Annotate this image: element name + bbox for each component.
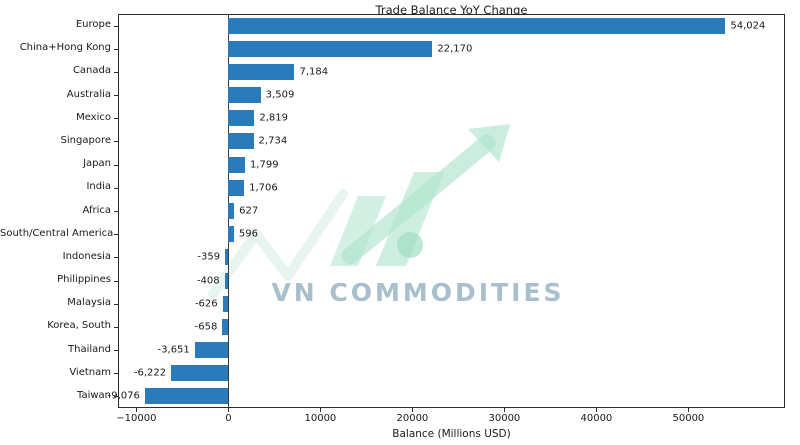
y-tick-mark (114, 141, 118, 143)
bar (228, 133, 254, 150)
x-tick-mark (596, 408, 598, 412)
bar-value-label: 7,184 (299, 66, 329, 78)
y-tick-label: India (86, 181, 111, 193)
bar (228, 110, 255, 127)
bar (225, 249, 229, 266)
y-tick-mark (114, 95, 118, 97)
bar-value-label: 627 (239, 205, 259, 217)
y-tick-mark (114, 396, 118, 398)
x-tick-label: 0 (225, 413, 232, 424)
chart-title: Trade Balance YoY Change (375, 3, 528, 17)
bar-value-label: 22,170 (437, 43, 473, 55)
bar-value-label: 1,706 (249, 182, 278, 194)
y-tick-mark (114, 280, 118, 282)
y-tick-mark (114, 118, 118, 120)
x-tick-mark (688, 408, 690, 412)
bar (228, 156, 245, 173)
x-tick-label: 20000 (396, 413, 429, 424)
y-tick-mark (114, 326, 118, 328)
y-tick-label: China+Hong Kong (19, 42, 111, 54)
y-tick-mark (114, 187, 118, 189)
y-tick-mark (114, 48, 118, 50)
y-tick-mark (114, 234, 118, 236)
x-tick-mark (228, 408, 230, 412)
y-tick-label: Korea, South (47, 320, 111, 332)
bar (228, 87, 261, 104)
bar (228, 17, 726, 34)
bar (222, 318, 229, 335)
bar (144, 388, 229, 405)
y-tick-label: Australia (66, 88, 111, 100)
bar (228, 226, 234, 243)
x-tick-label: 50000 (672, 413, 705, 424)
bar-value-label: 596 (238, 228, 258, 240)
bar-value-label: 54,024 (730, 20, 766, 32)
x-tick-mark (412, 408, 414, 412)
x-tick-label: −10000 (116, 413, 157, 424)
bar-value-label: -359 (197, 251, 221, 263)
y-tick-label: Singapore (60, 134, 111, 146)
bar-value-label: -408 (196, 275, 220, 287)
bar-value-label: -3,651 (157, 344, 190, 356)
y-tick-label: Thailand (68, 343, 111, 355)
y-tick-label: Canada (72, 65, 111, 77)
x-tick-mark (320, 408, 322, 412)
bar (228, 203, 235, 219)
bar-value-label: -9,076 (107, 390, 140, 402)
x-tick-label: 10000 (304, 413, 337, 424)
y-tick-mark (114, 373, 118, 375)
bar (194, 342, 229, 359)
x-axis-label: Balance (Millions USD) (392, 428, 511, 440)
bar (224, 272, 229, 289)
y-tick-label: Japan (83, 158, 111, 170)
bar-value-label: -626 (194, 298, 218, 310)
y-tick-mark (114, 350, 118, 352)
y-tick-mark (114, 164, 118, 166)
bar (228, 63, 295, 80)
y-tick-label: Mexico (76, 111, 111, 123)
y-tick-label: Indonesia (62, 250, 111, 262)
y-tick-mark (114, 303, 118, 305)
bar-value-label: -6,222 (133, 367, 167, 379)
y-tick-label: Europe (75, 19, 111, 31)
bar (228, 179, 245, 196)
bar (171, 365, 229, 382)
y-tick-label: Vietnam (69, 366, 111, 378)
x-tick-mark (136, 408, 138, 412)
bar-value-label: -658 (194, 321, 218, 333)
x-tick-label: 30000 (488, 413, 521, 424)
x-tick-mark (504, 408, 506, 412)
y-tick-mark (114, 257, 118, 259)
y-tick-label: Taiwan (76, 389, 111, 401)
bar-value-label: 2,819 (259, 112, 288, 124)
x-tick-label: 40000 (580, 413, 613, 424)
y-tick-mark (114, 25, 118, 27)
bar (222, 295, 229, 312)
y-tick-label: Africa (82, 204, 111, 216)
bar-value-label: 2,734 (258, 135, 288, 147)
y-tick-mark (114, 211, 118, 212)
bar (228, 40, 433, 57)
y-tick-label: Philippines (57, 274, 111, 286)
y-tick-mark (114, 71, 118, 73)
y-tick-label: South/Central America (0, 227, 114, 239)
bar-value-label: 1,799 (249, 159, 279, 171)
y-tick-label: Malaysia (67, 297, 111, 309)
bar-value-label: 3,509 (265, 89, 295, 101)
